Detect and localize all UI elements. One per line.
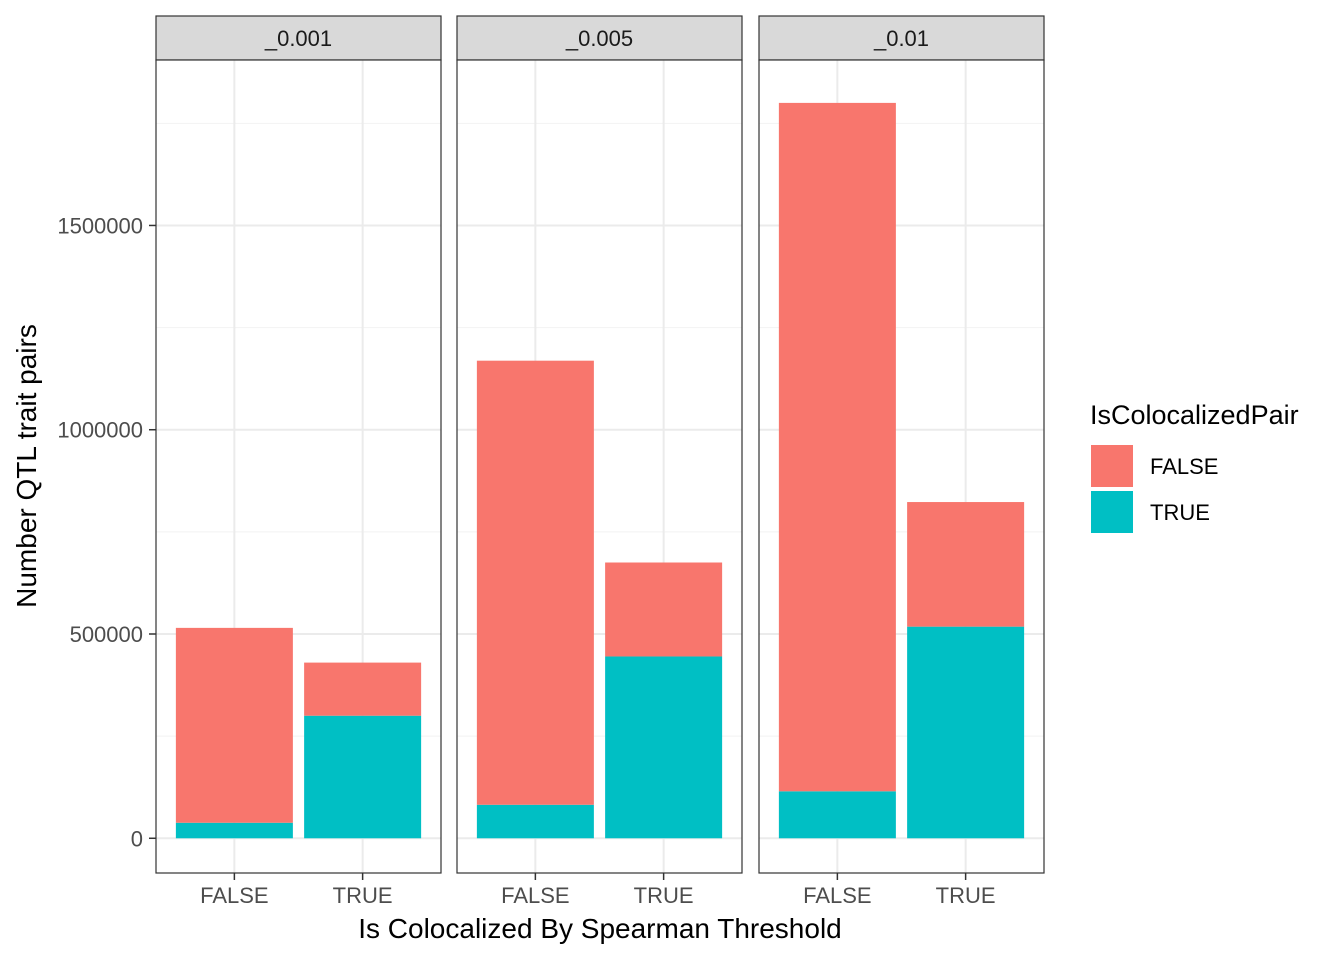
x-tick-label: FALSE [803, 883, 871, 908]
legend: IsColocalizedPair FALSE TRUE [1090, 400, 1299, 533]
x-axis-title: Is Colocalized By Spearman Threshold [358, 913, 842, 944]
bar-false-true-segment [476, 804, 594, 839]
facet-strip-label: _0.001 [264, 26, 332, 51]
x-tick-label: TRUE [333, 883, 393, 908]
facet-panel-3: _0.01 FALSE TRUE [758, 15, 1045, 908]
bar-false-false-segment [778, 102, 896, 792]
facet-strip [456, 15, 743, 61]
facet-strip-label: _0.01 [873, 26, 929, 51]
y-tick-label: 0 [131, 826, 143, 851]
x-tick-label: FALSE [200, 883, 268, 908]
y-axis-title: Number QTL trait pairs [11, 324, 42, 608]
y-tick-label: 1000000 [57, 418, 143, 443]
panel-border [456, 59, 743, 874]
bar-true-false-segment [304, 662, 422, 716]
bar-true-false-segment [605, 562, 723, 657]
legend-key-true [1091, 491, 1133, 533]
facet-panel-2: _0.005 FALSE TRUE [456, 15, 743, 908]
bar-true-true-segment [907, 626, 1025, 839]
x-tick-label: FALSE [501, 883, 569, 908]
facet-strip-label: _0.005 [565, 26, 633, 51]
legend-label-true: TRUE [1150, 500, 1210, 525]
legend-label-false: FALSE [1150, 454, 1218, 479]
facet-strip [758, 15, 1045, 61]
panel-border [758, 59, 1045, 874]
bar-false-true-segment [175, 822, 293, 839]
bar-false-false-segment [175, 627, 293, 823]
bar-true-true-segment [304, 715, 422, 839]
x-tick-label: TRUE [634, 883, 694, 908]
x-tick-label: TRUE [936, 883, 996, 908]
facet-panels: _0.001 FALSE TRUE _0.005 FALSE TRUE _0.01 FALSE… [155, 15, 1045, 908]
facet-strip [155, 15, 442, 61]
facet-panel-1: _0.001 FALSE TRUE [155, 15, 442, 908]
bar-false-false-segment [476, 360, 594, 805]
y-tick-label: 500000 [70, 622, 143, 647]
y-tick-label: 1500000 [57, 213, 143, 238]
bar-true-true-segment [605, 656, 723, 839]
legend-title: IsColocalizedPair [1090, 400, 1299, 430]
bar-false-true-segment [778, 791, 896, 839]
legend-key-false [1091, 445, 1133, 487]
panel-border [155, 59, 442, 874]
bar-true-false-segment [907, 502, 1025, 627]
y-axis: 0 500000 1000000 1500000 [57, 213, 156, 851]
